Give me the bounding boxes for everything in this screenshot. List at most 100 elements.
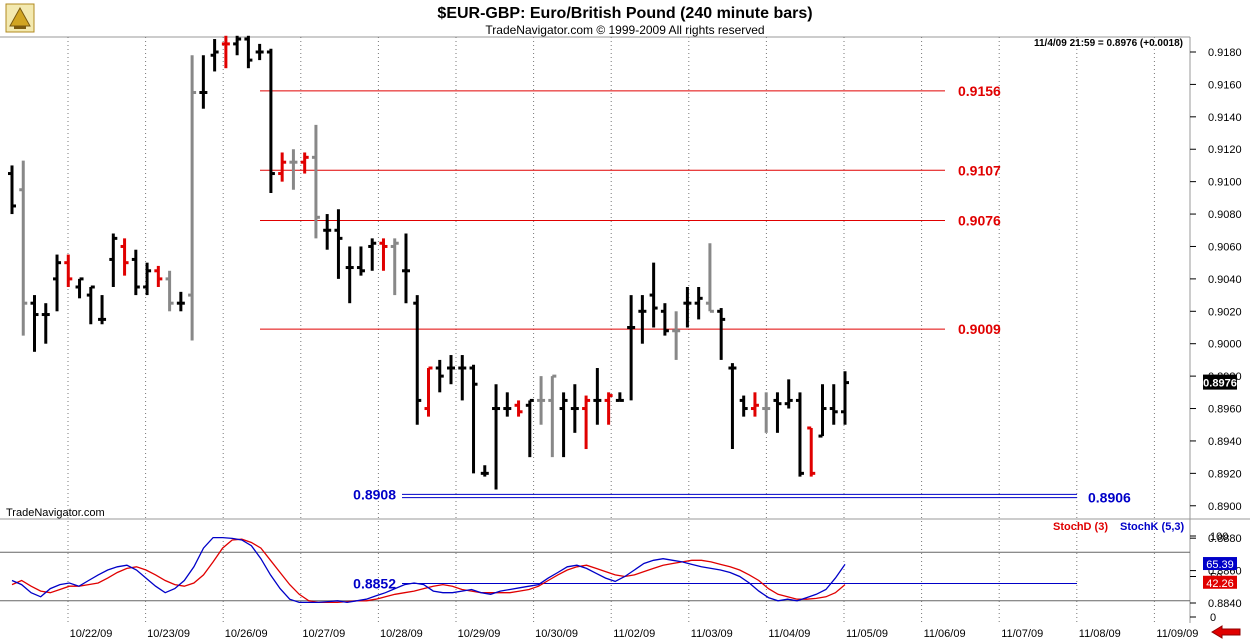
legend-stochd: StochD (3) [1053,521,1108,533]
ohlc-bar [19,160,28,336]
ohlc-bar [672,311,681,360]
level-label: 0.9107 [958,162,1001,178]
level-label: 0.9156 [958,83,1001,99]
ohlc-bar [41,303,50,344]
ohlc-bar [649,262,658,328]
price-tick-label: 0.9000 [1208,339,1242,351]
ohlc-bar [582,395,591,450]
price-tick-label: 0.9040 [1208,274,1242,286]
stoch-series-line [11,536,846,604]
price-tick-label: 0.9020 [1208,306,1242,318]
ohlc-bar [762,392,771,433]
ohlc-bar [75,277,84,299]
ohlc-bar [447,355,456,385]
ohlc-bar [233,35,242,56]
ohlc-bar [525,398,534,458]
chart-title: $EUR-GBP: Euro/British Pound (240 minute… [437,5,812,22]
ohlc-bar [255,43,264,61]
ohlc-bar [458,355,467,401]
ohlc-bar [492,384,501,490]
level-label: 0.8852 [353,576,396,592]
ohlc-bar [717,308,726,360]
date-tick-label: 11/08/09 [1079,628,1121,640]
trade-navigator-logo-icon[interactable] [5,3,35,33]
ohlc-bar [199,55,208,109]
ohlc-bar [604,392,613,425]
ohlc-bar [8,165,16,215]
scroll-left-arrow-icon[interactable] [1211,625,1241,639]
ohlc-bar [503,392,512,417]
ohlc-bar [807,426,816,477]
ohlc-bar [514,400,523,417]
ohlc-bar [627,295,636,401]
ohlc-bar [64,254,73,287]
stochk-value: 65.39 [1206,559,1234,571]
ohlc-bar [176,291,185,312]
date-tick-label: 10/28/09 [380,628,423,640]
ohlc-bar [435,359,444,393]
ohlc-bar [694,286,703,320]
ohlc-bar [289,149,298,190]
ohlc-bar [379,238,388,271]
date-tick-label: 11/04/09 [768,628,810,640]
price-tick-label: 0.9060 [1208,241,1242,253]
date-axis: 10/22/09 10/23/09 10/26/09 10/27/09 10/28/09… [70,628,1199,640]
ohlc-bar [683,286,692,328]
last-price-badge [1203,374,1237,390]
watermark: TradeNavigator.com [6,507,105,519]
ohlc-bar [30,295,39,352]
ohlc-bar [266,48,275,193]
legend-stochk: StochK (5,3) [1120,521,1185,533]
price-tick-label: 0.8960 [1208,404,1242,416]
ohlc-bar [480,465,489,477]
level-label: 0.8906 [1088,490,1131,506]
ohlc-bar [165,270,174,312]
date-tick-label: 11/09/09 [1156,628,1198,640]
date-tick-label: 10/30/09 [535,628,578,640]
price-tick-label: 0.9100 [1208,177,1242,189]
ohlc-bar [109,233,118,287]
ohlc-bar [739,395,748,417]
ohlc-bar [300,152,309,174]
price-tick-label: 0.9140 [1208,112,1242,124]
chart-subtitle: TradeNavigator.com © 1999-2009 All right… [485,23,764,37]
ohlc-bar [210,39,219,72]
price-tick-label: 0.9080 [1208,209,1242,221]
date-tick-label: 10/26/09 [225,628,268,640]
ohlc-bar [570,384,579,433]
ohlc-bar [424,366,433,417]
ohlc-bar [841,371,849,425]
ohlc-bar [537,376,546,425]
ohlc-bar [784,379,793,409]
ohlc-bar [120,238,129,276]
price-tick-label: 0.8840 [1208,598,1242,610]
level-label: 0.9076 [958,213,1001,229]
ohlc-bar [154,265,163,287]
fib-levels: 0.9156 0.9107 0.9076 0.9009 0.8908 0.8906 0.88… [260,83,1131,592]
ohlc-bar [593,368,602,425]
ohlc-bar [86,285,95,325]
ohlc-bar [278,152,287,182]
ohlc-bar [773,392,782,433]
ohlc-bar [53,254,62,312]
ohlc-bar [334,209,343,279]
ohlc-bar [345,246,354,304]
ohlc-bars [8,35,849,490]
date-tick-label: 11/06/09 [924,628,966,640]
ohlc-bar [311,124,320,239]
stochd-value: 42.26 [1206,578,1234,590]
ohlc-bar [795,392,804,477]
price-tick-label: 0.9180 [1208,47,1242,59]
ohlc-bar [818,384,827,438]
date-tick-label: 11/03/09 [691,628,733,640]
date-tick-label: 10/23/09 [147,628,190,640]
ohlc-bar [368,238,377,271]
date-tick-label: 11/02/09 [613,628,655,640]
ohlc-bar [750,392,759,417]
ohlc-bar [615,392,624,402]
ohlc-bar [705,243,714,313]
ohlc-bar [98,295,107,325]
ohlc-bar [829,384,838,425]
stoch-tick-label: 100 [1210,531,1228,543]
